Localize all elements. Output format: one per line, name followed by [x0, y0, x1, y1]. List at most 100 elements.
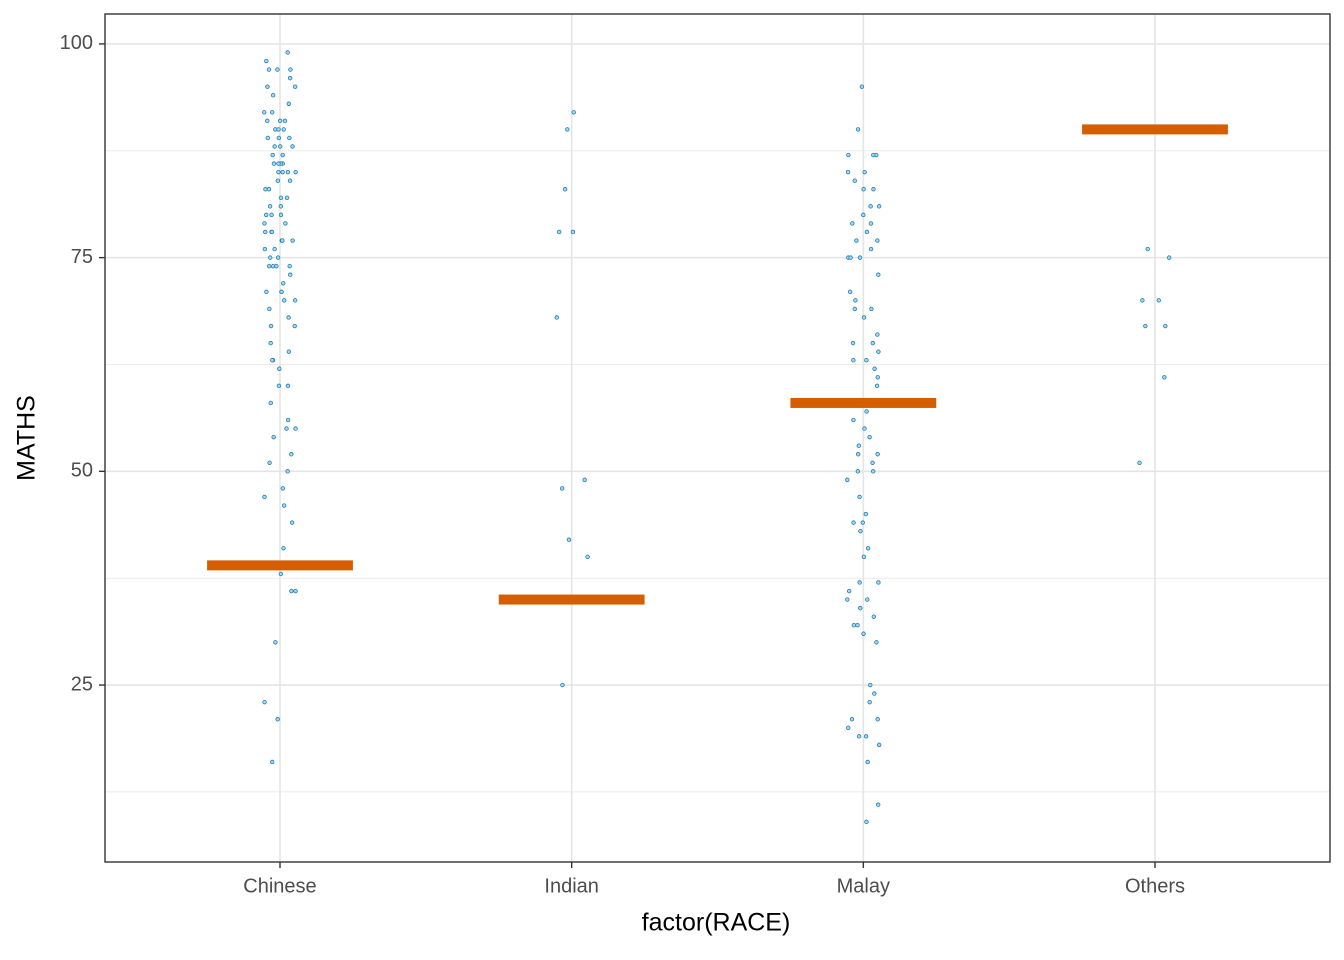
data-point [276, 135, 282, 141]
data-point [857, 494, 862, 500]
data-point [1137, 460, 1142, 465]
data-point [264, 289, 269, 295]
data-point [287, 75, 293, 81]
data-point [278, 195, 284, 200]
data-point [284, 195, 290, 200]
data-point [559, 486, 565, 491]
data-point [272, 144, 277, 149]
data-point [571, 110, 576, 115]
data-point [280, 238, 285, 243]
data-point [854, 238, 859, 243]
data-point [280, 486, 285, 491]
data-point [293, 169, 298, 175]
data-point [1143, 323, 1148, 329]
data-point [846, 152, 851, 158]
data-point [277, 118, 283, 124]
data-point [852, 306, 857, 312]
data-point [262, 246, 268, 252]
data-point [266, 67, 272, 72]
data-point [855, 452, 861, 457]
data-point [871, 187, 876, 192]
crossbar [498, 594, 645, 605]
data-point [570, 229, 576, 235]
data-point [859, 84, 865, 89]
data-point [274, 263, 279, 269]
data-point [286, 315, 291, 320]
data-point [282, 298, 287, 303]
data-point [1163, 323, 1168, 329]
data-point [269, 759, 275, 765]
data-point [846, 588, 852, 594]
data-point [275, 67, 280, 72]
data-point [275, 717, 280, 722]
data-point [867, 434, 872, 440]
data-point [585, 554, 590, 560]
data-point [876, 742, 882, 748]
data-point [862, 426, 867, 431]
data-point [857, 580, 862, 585]
data-point [861, 631, 866, 636]
data-point [855, 623, 860, 628]
data-point [263, 229, 268, 235]
data-point [276, 127, 281, 132]
data-point [566, 537, 572, 542]
data-point [1166, 255, 1172, 260]
data-point [281, 281, 286, 286]
data-point [864, 358, 869, 363]
data-point [280, 152, 285, 158]
data-point [288, 67, 293, 72]
data-point [284, 426, 289, 431]
data-point [281, 546, 286, 551]
data-point [875, 452, 880, 457]
data-point [269, 229, 275, 235]
data-point [271, 161, 277, 166]
data-point [262, 699, 267, 705]
data-point [273, 640, 278, 645]
data-point [870, 460, 875, 465]
data-point [293, 426, 298, 431]
data-point [267, 460, 272, 465]
data-point [275, 255, 281, 260]
data-point [268, 255, 273, 260]
data-point [865, 546, 871, 551]
data-point [292, 323, 297, 329]
data-point [871, 152, 876, 158]
data-point [277, 366, 282, 371]
data-point [875, 332, 880, 337]
data-point [845, 169, 851, 175]
data-point [267, 306, 272, 312]
data-point [285, 383, 291, 389]
data-point [865, 759, 870, 765]
data-point [874, 383, 880, 389]
crossbar [1082, 124, 1228, 135]
data-point [845, 477, 850, 483]
data-point [283, 221, 288, 226]
data-point [852, 178, 857, 183]
data-point [269, 212, 274, 218]
data-point [262, 494, 267, 500]
data-point [268, 323, 274, 329]
data-point [1162, 375, 1167, 380]
data-point [270, 358, 275, 363]
data-point [275, 178, 281, 183]
data-point [863, 734, 869, 739]
data-point [278, 144, 283, 149]
data-point [865, 597, 870, 602]
data-point [264, 212, 269, 218]
data-point [872, 366, 877, 371]
data-point [870, 469, 876, 474]
data-point [846, 725, 851, 730]
data-point [855, 127, 861, 132]
data-point [285, 417, 291, 423]
data-point [862, 169, 867, 175]
y-tick-label: 25 [71, 673, 93, 695]
data-point [855, 469, 861, 474]
data-point [276, 383, 282, 389]
data-point [266, 263, 272, 269]
data-point [265, 135, 270, 141]
data-point [851, 358, 856, 363]
data-point [875, 238, 880, 243]
data-point [864, 819, 869, 825]
data-point [276, 169, 281, 175]
